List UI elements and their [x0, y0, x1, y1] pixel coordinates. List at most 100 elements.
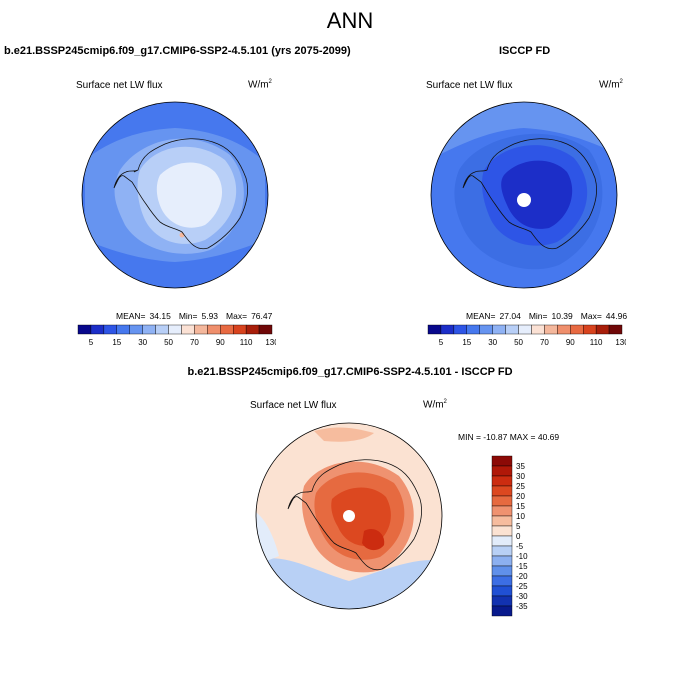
obs-map-border [430, 101, 618, 289]
model-colorbar-tick-label: 110 [240, 338, 253, 347]
obs-colorbar-swatch [518, 324, 532, 335]
model-colorbar-swatch [77, 324, 92, 335]
figure-title: ANN [326, 8, 374, 33]
diff-colorbar-tick-label: -35 [516, 602, 528, 611]
model-map-border [81, 101, 269, 289]
diff-colorbar-swatch [491, 475, 513, 487]
diff-colorbar-swatch [491, 525, 513, 537]
obs-colorbar-swatch [479, 324, 493, 335]
diff-colorbar-swatch [491, 575, 513, 587]
model-colorbar-swatch [181, 324, 195, 335]
model-coastline [113, 138, 248, 250]
diff-colorbar-swatch [491, 565, 513, 577]
obs-colorbar-swatch [505, 324, 519, 335]
diff-colorbar-swatch [491, 605, 513, 617]
diff-pole-hole [343, 510, 355, 522]
diff-colorbar-tick-label: 20 [516, 492, 525, 501]
obs-colorbar-tick-label: 70 [540, 338, 549, 347]
diff-units-label: W/m2 [423, 399, 447, 411]
model-variable-label: Surface net LW flux [76, 80, 163, 91]
model-colorbar-tick-label: 5 [89, 338, 94, 347]
model-colorbar-swatch [220, 324, 234, 335]
obs-pole-hole [517, 193, 531, 207]
diff-colorbar-tick-label: 15 [516, 502, 525, 511]
model-colorbar-swatch [155, 324, 169, 335]
model-colorbar-swatch [103, 324, 118, 335]
obs-colorbar-tick-label: 30 [488, 338, 497, 347]
obs-colorbar-swatch [466, 324, 480, 335]
diff-colorbar-tick-label: -30 [516, 592, 528, 601]
obs-colorbar-tick-label: 130 [615, 338, 626, 347]
model-colorbar-tick-label: 70 [190, 338, 199, 347]
model-colorbar-swatch [207, 324, 221, 335]
diff-colorbar-swatch [491, 515, 513, 527]
model-polar-map [81, 101, 269, 289]
model-colorbar-swatch [90, 324, 105, 335]
obs-colorbar-swatch [570, 324, 584, 335]
obs-colorbar-swatch [492, 324, 506, 335]
obs-plateau-fill [501, 160, 573, 229]
diff-hotspot-east [362, 528, 385, 551]
obs-colorbar-tick-label: 50 [514, 338, 523, 347]
diff-colorbar-tick-label: -10 [516, 552, 528, 561]
model-colorbar-tick-label: 50 [164, 338, 173, 347]
diff-colorbar-swatch [491, 555, 513, 567]
obs-variable-label: Surface net LW flux [426, 80, 513, 91]
obs-units-label: W/m2 [599, 79, 623, 91]
obs-colorbar-swatch [531, 324, 545, 335]
diff-colorbar-swatch [491, 505, 513, 517]
obs-colorbar-tick-label: 5 [439, 338, 444, 347]
obs-colorbar-swatch [557, 324, 571, 335]
diff-colorbar-tick-label: -25 [516, 582, 528, 591]
diff-colorbar-tick-label: -5 [516, 542, 524, 551]
model-stats: MEAN= 34.15 Min= 5.93 Max= 76.47 [116, 311, 273, 321]
model-plateau-fill [156, 162, 223, 228]
obs-coastline [462, 138, 597, 250]
diff-colorbar-tick-label: 25 [516, 482, 525, 491]
diff-colorbar-swatch [491, 495, 513, 507]
obs-colorbar-swatch [440, 324, 455, 335]
obs-colorbar-swatch [544, 324, 558, 335]
diff-colorbar-swatch [491, 585, 513, 597]
model-colorbar-swatch [258, 324, 273, 335]
obs-colorbar-tick-label: 110 [590, 338, 603, 347]
obs-colorbar-swatch [453, 324, 468, 335]
diff-colorbar-swatch [491, 545, 513, 557]
model-units-label: W/m2 [248, 79, 272, 91]
model-colorbar-swatch [129, 324, 143, 335]
diff-map-border [255, 422, 443, 610]
obs-polar-map [430, 101, 618, 289]
model-colorbar-tick-label: 90 [216, 338, 225, 347]
obs-stats: MEAN= 27.04 Min= 10.39 Max= 44.96 [466, 311, 628, 321]
model-colorbar-swatch [142, 324, 156, 335]
diff-colorbar-tick-label: -15 [516, 562, 528, 571]
diff-colorbar-tick-label: 30 [516, 472, 525, 481]
diff-colorbar-swatch [491, 535, 513, 547]
diff-colorbar-tick-label: 10 [516, 512, 525, 521]
diff-variable-label: Surface net LW flux [250, 400, 337, 411]
model-colorbar-swatch [116, 324, 130, 335]
model-colorbar-swatch [194, 324, 208, 335]
diff-polar-map [255, 422, 443, 610]
obs-colorbar-swatch [608, 324, 623, 335]
obs-colorbar-swatch [582, 324, 597, 335]
diff-colorbar-tick-label: 5 [516, 522, 521, 531]
obs-outer-band-bottom [431, 220, 617, 288]
obs-panel-title: ISCCP FD [499, 45, 551, 57]
obs-colorbar-tick-label: 15 [462, 338, 471, 347]
diff-positive-patch-north [314, 427, 374, 442]
model-colorbar-swatch [232, 324, 247, 335]
obs-colorbar-tick-label: 90 [566, 338, 575, 347]
model-colorbar-swatch [245, 324, 260, 335]
model-colorbar-tick-label: 130 [265, 338, 276, 347]
model-colorbar-swatch [168, 324, 182, 335]
model-colorbar-tick-label: 15 [112, 338, 121, 347]
diff-colorbar-swatch [491, 455, 513, 467]
obs-colorbar: 5 15 30 50 70 90 110 130 [427, 324, 626, 347]
obs-colorbar-swatch [595, 324, 610, 335]
model-colorbar-tick-label: 30 [138, 338, 147, 347]
diff-colorbar-swatch [491, 465, 513, 477]
obs-colorbar-swatch [427, 324, 442, 335]
diff-colorbar-tick-label: -20 [516, 572, 528, 581]
